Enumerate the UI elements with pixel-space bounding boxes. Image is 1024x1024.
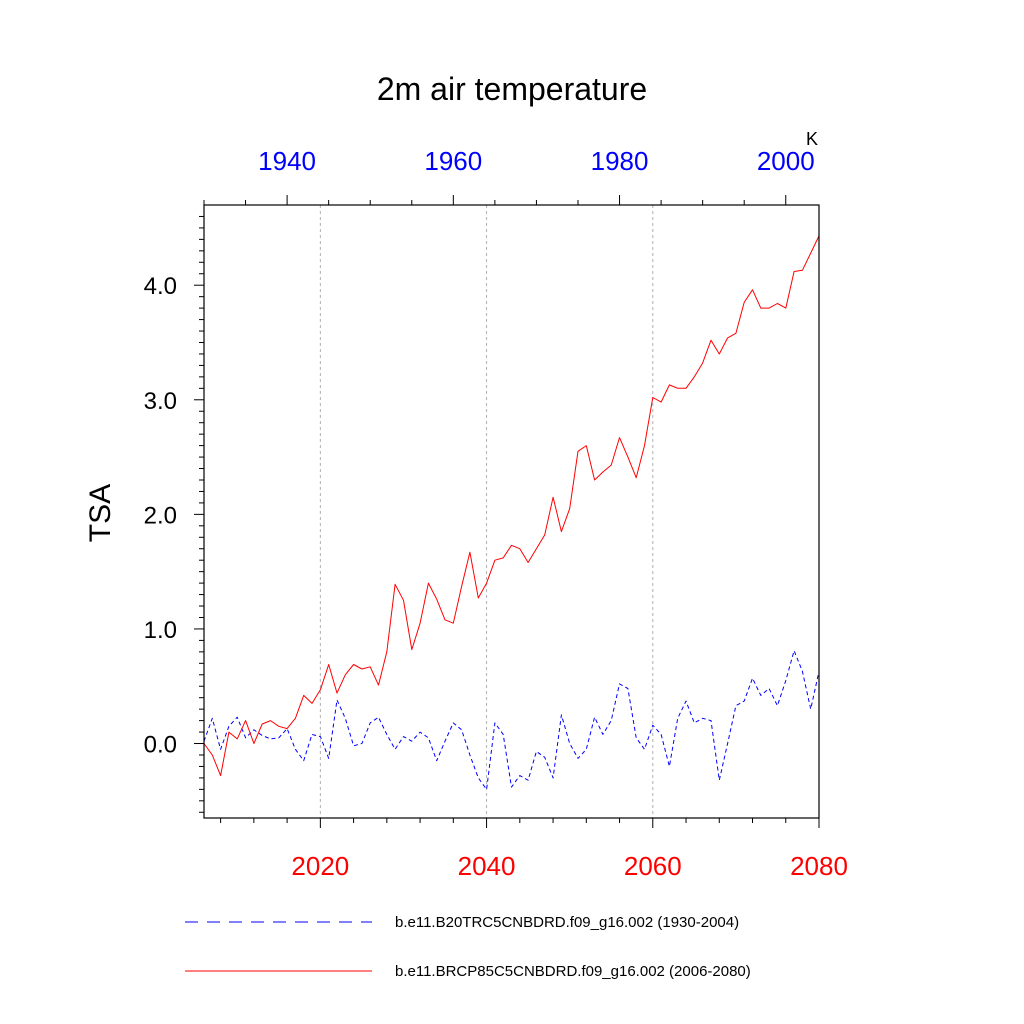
series-line-rcp85	[203, 235, 820, 777]
chart-title: 2m air temperature	[377, 71, 647, 107]
plot-frame	[203, 204, 820, 819]
y-tick-label: 1.0	[144, 617, 177, 644]
series-line-historical	[203, 650, 820, 790]
ticks-layer	[194, 195, 820, 828]
x-bottom-tick-label: 2080	[790, 851, 848, 881]
x-bottom-tick-label: 2020	[291, 851, 349, 881]
labels-layer: 0.0 1.0 2.0 3.0 4.0 2020 2040 2060 2080 1940 1960 1…	[144, 146, 848, 881]
gridlines	[319, 205, 654, 818]
x-top-tick-label: 1980	[591, 146, 649, 176]
legend-label-rcp85: b.e11.BRCP85C5CNBDRD.f09_g16.002 (2006-2…	[395, 963, 751, 980]
x-bottom-tick-label: 2060	[624, 851, 682, 881]
legend: b.e11.B20TRC5CNBDRD.f09_g16.002 (1930-20…	[185, 914, 751, 980]
y-tick-label: 4.0	[144, 273, 177, 300]
x-top-tick-label: 1940	[258, 146, 316, 176]
y-tick-label: 0.0	[144, 732, 177, 759]
x-top-tick-label: 1960	[424, 146, 482, 176]
units-label: K	[806, 129, 818, 149]
y-axis-label: TSA	[84, 484, 117, 542]
x-top-tick-label: 2000	[757, 146, 815, 176]
y-tick-label: 3.0	[144, 388, 177, 415]
series-layer	[203, 235, 820, 790]
x-bottom-tick-label: 2040	[458, 851, 516, 881]
legend-label-historical: b.e11.B20TRC5CNBDRD.f09_g16.002 (1930-20…	[395, 914, 739, 931]
y-tick-label: 2.0	[144, 502, 177, 529]
